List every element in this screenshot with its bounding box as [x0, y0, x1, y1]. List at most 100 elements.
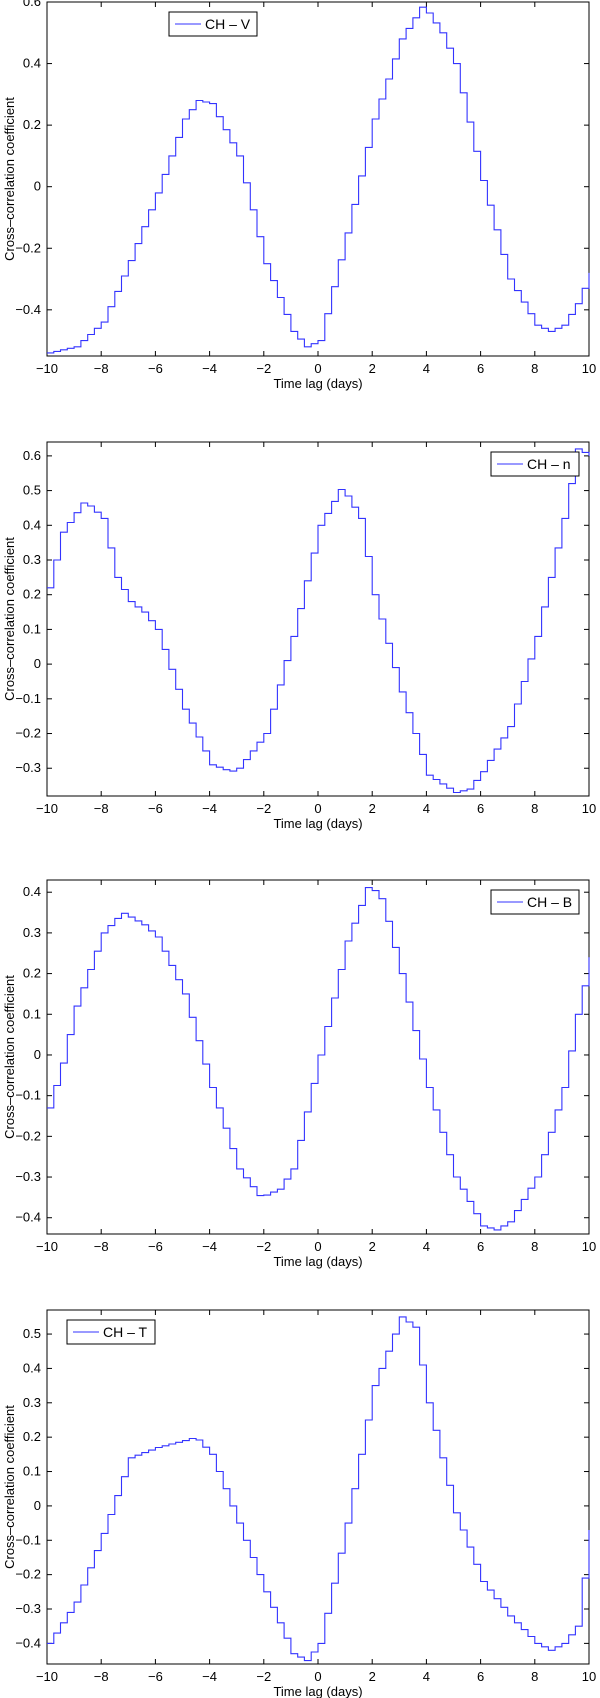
y-tick-label: 0.1	[23, 621, 41, 636]
y-tick-label: −0.2	[15, 1128, 41, 1143]
y-tick-label: −0.4	[15, 302, 41, 317]
legend-label: CH – n	[527, 456, 571, 472]
x-tick-label: −4	[202, 801, 217, 816]
y-tick-label: 0.6	[23, 0, 41, 9]
x-tick-label: −4	[202, 361, 217, 376]
series-line-1	[47, 6, 590, 354]
x-tick-label: 2	[369, 801, 376, 816]
legend: CH – B	[490, 889, 580, 915]
x-tick-label: 4	[423, 1239, 430, 1254]
x-tick-label: −4	[202, 1239, 217, 1254]
x-axis-label: Time lag (days)	[273, 1254, 362, 1269]
y-tick-label: 0.4	[23, 56, 41, 71]
y-tick-label: −0.2	[15, 1567, 41, 1582]
x-tick-label: 0	[314, 361, 321, 376]
x-tick-label: 0	[314, 1239, 321, 1254]
y-tick-label: 0.4	[23, 884, 41, 899]
x-tick-label: −2	[256, 1239, 271, 1254]
y-tick-label: 0.6	[23, 448, 41, 463]
x-tick-label: 6	[477, 1669, 484, 1684]
y-tick-label: −0.3	[15, 1169, 41, 1184]
x-tick-label: 8	[531, 1669, 538, 1684]
y-tick-label: −0.1	[15, 691, 41, 706]
x-tick-label: −10	[36, 1669, 58, 1684]
chart-panel-2: −10 −8 −6 −4 −2 0 2 4 6 8 10 −0.3 −0.2 −0.1 0 0.1 0.2 0.3…	[2, 441, 596, 831]
y-tick-label: 0.1	[23, 1464, 41, 1479]
plot-frame	[46, 1, 590, 357]
x-tick-label: 10	[582, 1669, 596, 1684]
x-tick-label: −8	[94, 801, 109, 816]
plot-frame	[46, 441, 590, 797]
x-tick-label: 8	[531, 1239, 538, 1254]
x-tick-label: −8	[94, 1239, 109, 1254]
y-tick-label: 0.2	[23, 587, 41, 602]
x-tick-label: −8	[94, 1669, 109, 1684]
x-tick-label: 8	[531, 361, 538, 376]
y-tick-label: 0.4	[23, 1360, 41, 1375]
x-tick-label: 2	[369, 1239, 376, 1254]
y-tick-label: 0.3	[23, 925, 41, 940]
series-line-1	[47, 448, 590, 794]
x-tick-label: 10	[582, 1239, 596, 1254]
y-tick-label: 0.5	[23, 1326, 41, 1341]
x-tick-label: −2	[256, 1669, 271, 1684]
x-tick-label: 0	[314, 801, 321, 816]
legend: CH – n	[490, 451, 580, 477]
y-tick-label: −0.4	[15, 1210, 41, 1225]
series-line-1	[47, 887, 590, 1231]
x-tick-label: −6	[148, 1239, 163, 1254]
x-tick-label: 10	[582, 361, 596, 376]
x-tick-label: 4	[423, 801, 430, 816]
x-tick-label: −2	[256, 801, 271, 816]
legend-label: CH – T	[103, 1324, 148, 1340]
x-tick-label: 2	[369, 1669, 376, 1684]
y-tick-label: 0.1	[23, 1006, 41, 1021]
y-tick-label: 0.3	[23, 552, 41, 567]
y-tick-label: 0.2	[23, 117, 41, 132]
y-axis-label: Cross–correlation coefficient	[2, 975, 17, 1139]
x-tick-label: 0	[314, 1669, 321, 1684]
x-tick-label: 6	[477, 801, 484, 816]
x-tick-label: 8	[531, 801, 538, 816]
legend-label: CH – V	[205, 16, 251, 32]
x-tick-label: −2	[256, 361, 271, 376]
legend: CH – V	[168, 11, 258, 37]
y-tick-label: 0	[34, 656, 41, 671]
y-axis-label: Cross–correlation coefficient	[2, 537, 17, 701]
y-tick-label: 0	[34, 1047, 41, 1062]
x-axis-label: Time lag (days)	[273, 376, 362, 391]
y-tick-label: 0	[34, 1498, 41, 1513]
y-tick-label: 0.5	[23, 483, 41, 498]
x-tick-label: −6	[148, 801, 163, 816]
y-tick-label: 0.2	[23, 966, 41, 981]
legend-label: CH – B	[527, 894, 572, 910]
x-tick-label: 4	[423, 361, 430, 376]
y-tick-label: 0	[34, 179, 41, 194]
y-tick-label: 0.4	[23, 517, 41, 532]
x-tick-label: −10	[36, 1239, 58, 1254]
chart-panel-3: −10 −8 −6 −4 −2 0 2 4 6 8 10 −0.4 −0.3 −0.2 −0.1 0 0.1 0.…	[2, 879, 596, 1269]
x-tick-label: −8	[94, 361, 109, 376]
x-tick-label: −6	[148, 1669, 163, 1684]
x-axis-label: Time lag (days)	[273, 816, 362, 831]
y-tick-label: −0.4	[15, 1635, 41, 1650]
series-line-1	[47, 1316, 590, 1662]
y-tick-label: −0.2	[15, 240, 41, 255]
x-tick-label: −10	[36, 801, 58, 816]
x-tick-label: −10	[36, 361, 58, 376]
legend: CH – T	[66, 1319, 156, 1345]
x-tick-label: −6	[148, 361, 163, 376]
y-axis-label: Cross–correlation coefficient	[2, 97, 17, 261]
x-tick-label: 6	[477, 361, 484, 376]
x-tick-label: 6	[477, 1239, 484, 1254]
y-axis-label: Cross–correlation coefficient	[2, 1405, 17, 1569]
chart-panel-4: −10 −8 −6 −4 −2 0 2 4 6 8 10 −0.4 −0.3 −0.2 −0.1 0 0.1 0.…	[2, 1309, 596, 1698]
y-tick-label: −0.1	[15, 1088, 41, 1103]
x-axis-label: Time lag (days)	[273, 1684, 362, 1698]
y-tick-label: 0.2	[23, 1429, 41, 1444]
y-tick-label: 0.3	[23, 1395, 41, 1410]
x-tick-label: −4	[202, 1669, 217, 1684]
x-tick-label: 2	[369, 361, 376, 376]
y-tick-label: −0.1	[15, 1532, 41, 1547]
